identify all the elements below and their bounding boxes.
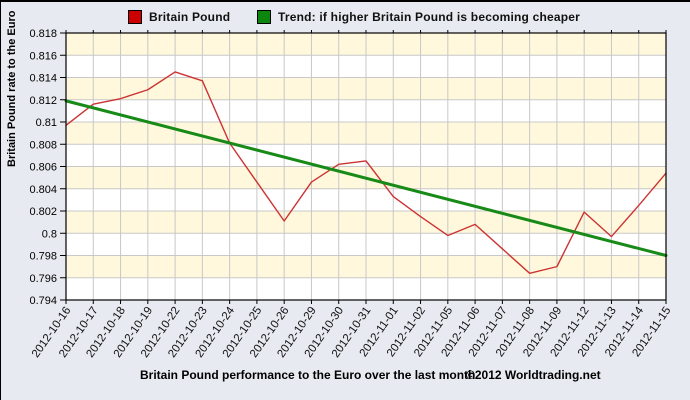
svg-text:0.81: 0.81 bbox=[36, 117, 57, 129]
copyright-text: ©2012 Worldtrading.net bbox=[466, 368, 601, 382]
legend-item-trend: Trend: if higher Britain Pound is becomi… bbox=[257, 10, 580, 24]
svg-text:0.808: 0.808 bbox=[29, 139, 57, 151]
svg-text:0.812: 0.812 bbox=[29, 95, 57, 107]
green-square-icon bbox=[257, 10, 271, 24]
chart-legend: Britain Pound Trend: if higher Britain P… bbox=[1, 10, 690, 28]
svg-text:0.816: 0.816 bbox=[29, 50, 57, 62]
caption-text: Britain Pound performance to the Euro ov… bbox=[140, 368, 476, 382]
svg-text:0.806: 0.806 bbox=[29, 162, 57, 174]
chart-caption: Britain Pound performance to the Euro ov… bbox=[1, 368, 690, 384]
svg-text:0.802: 0.802 bbox=[29, 206, 57, 218]
legend-label-britain-pound: Britain Pound bbox=[149, 10, 231, 24]
svg-text:0.798: 0.798 bbox=[29, 251, 57, 263]
svg-text:0.804: 0.804 bbox=[29, 184, 57, 196]
svg-text:0.818: 0.818 bbox=[29, 28, 57, 40]
legend-label-trend: Trend: if higher Britain Pound is becomi… bbox=[278, 10, 581, 24]
svg-text:0.794: 0.794 bbox=[29, 295, 57, 307]
svg-text:0.796: 0.796 bbox=[29, 273, 57, 285]
svg-text:0.814: 0.814 bbox=[29, 73, 57, 85]
legend-item-britain-pound: Britain Pound bbox=[128, 10, 230, 24]
red-square-icon bbox=[128, 10, 142, 24]
svg-text:0.8: 0.8 bbox=[42, 228, 57, 240]
